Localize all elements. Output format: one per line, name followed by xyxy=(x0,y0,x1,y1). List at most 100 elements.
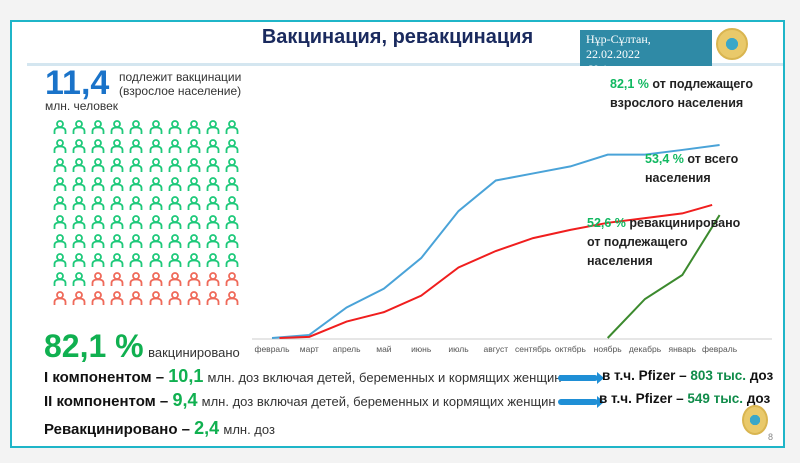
person-icon xyxy=(165,253,184,272)
pfizer-num: 803 тыс. xyxy=(690,368,747,383)
person-icon xyxy=(223,253,242,272)
person-icon xyxy=(88,158,107,177)
annotation-revac: 52,6 % ревакцинировано от подлежащего насе… xyxy=(587,214,740,271)
row-lead: II компонентом – xyxy=(44,393,169,410)
people-grid xyxy=(50,120,242,310)
person-icon xyxy=(184,253,203,272)
person-icon xyxy=(146,120,165,139)
person-icon xyxy=(223,139,242,158)
person-icon xyxy=(127,177,146,196)
summary-pct: 82,1 % xyxy=(44,328,144,364)
annotation-total: 53,4 % от всего населения xyxy=(645,150,738,188)
person-icon xyxy=(88,215,107,234)
emblem-icon xyxy=(742,405,768,435)
person-icon xyxy=(146,196,165,215)
page-title: Вакцинация, ревакцинация xyxy=(261,26,534,48)
arrow-icon xyxy=(558,372,604,384)
person-icon xyxy=(127,158,146,177)
person-icon xyxy=(223,272,242,291)
page-number: 8 xyxy=(768,432,774,442)
person-icon xyxy=(69,177,88,196)
x-tick-label: март xyxy=(300,344,319,354)
component2-row: II компонентом – 9,4 млн. доз включая де… xyxy=(44,390,556,411)
person-icon xyxy=(204,158,223,177)
person-icon xyxy=(223,291,242,310)
pfizer1: в т.ч. Pfizer – 803 тыс. доз xyxy=(602,368,773,383)
person-icon xyxy=(165,177,184,196)
row-num: 10,1 xyxy=(168,366,204,386)
person-icon xyxy=(88,196,107,215)
person-icon xyxy=(108,158,127,177)
person-icon xyxy=(50,291,69,310)
person-icon xyxy=(69,253,88,272)
person-icon xyxy=(223,120,242,139)
person-icon xyxy=(184,291,203,310)
person-icon xyxy=(146,291,165,310)
emblem-icon xyxy=(716,28,748,60)
person-icon xyxy=(127,120,146,139)
series-line xyxy=(279,203,713,339)
person-icon xyxy=(146,272,165,291)
person-icon xyxy=(204,272,223,291)
person-icon xyxy=(184,215,203,234)
person-icon xyxy=(50,272,69,291)
pfizer-label: в т.ч. Pfizer – xyxy=(599,391,684,406)
person-icon xyxy=(204,291,223,310)
annotation-pct: 82,1 % xyxy=(610,77,649,91)
person-icon xyxy=(88,291,107,310)
x-tick-label: февраль xyxy=(254,344,290,354)
slide: Вакцинация, ревакцинация Нұр-Сұлтан, 22.… xyxy=(10,20,785,448)
person-icon xyxy=(223,215,242,234)
x-tick-label: январь xyxy=(668,344,696,354)
person-icon xyxy=(88,120,107,139)
person-icon xyxy=(69,139,88,158)
person-icon xyxy=(50,234,69,253)
line-chart: февраль март апрель май июнь июль август сентяб… xyxy=(252,144,772,354)
person-icon xyxy=(127,272,146,291)
person-icon xyxy=(108,215,127,234)
x-tick-label: май xyxy=(376,344,392,354)
person-icon xyxy=(204,196,223,215)
pfizer-unit: доз xyxy=(749,368,774,383)
person-icon xyxy=(204,139,223,158)
pfizer-label: в т.ч. Pfizer – xyxy=(602,368,687,383)
person-icon xyxy=(204,234,223,253)
person-icon xyxy=(50,177,69,196)
annotation-text: от всего xyxy=(687,152,739,166)
person-icon xyxy=(88,177,107,196)
person-icon xyxy=(88,253,107,272)
person-icon xyxy=(108,272,127,291)
person-icon xyxy=(165,272,184,291)
person-icon xyxy=(184,272,203,291)
person-icon xyxy=(204,120,223,139)
location-badge: Нұр-Сұлтан, 22.02.2022 Үкімет отырысы xyxy=(580,30,712,66)
person-icon xyxy=(69,234,88,253)
person-icon xyxy=(204,177,223,196)
person-icon xyxy=(165,215,184,234)
series-line xyxy=(606,214,721,339)
x-tick-label: июль xyxy=(448,344,469,354)
person-icon xyxy=(108,120,127,139)
x-tick-label: июнь xyxy=(411,344,432,354)
person-icon xyxy=(184,120,203,139)
person-icon xyxy=(165,158,184,177)
person-icon xyxy=(69,120,88,139)
person-icon xyxy=(50,253,69,272)
person-icon xyxy=(127,139,146,158)
person-icon xyxy=(146,158,165,177)
person-icon xyxy=(184,139,203,158)
person-icon xyxy=(69,196,88,215)
person-icon xyxy=(50,196,69,215)
person-icon xyxy=(146,215,165,234)
headline-unit: млн. человек xyxy=(45,99,119,113)
person-icon xyxy=(223,158,242,177)
person-icon xyxy=(223,234,242,253)
person-icon xyxy=(223,177,242,196)
x-tick-label: декабрь xyxy=(629,344,662,354)
badge-line2: Үкімет отырысы xyxy=(589,62,675,76)
summary-label: вакцинировано xyxy=(148,345,240,360)
person-icon xyxy=(127,215,146,234)
pfizer-unit: доз xyxy=(746,391,771,406)
headline-value: 11,4 xyxy=(45,64,110,102)
row-num: 9,4 xyxy=(172,390,198,410)
